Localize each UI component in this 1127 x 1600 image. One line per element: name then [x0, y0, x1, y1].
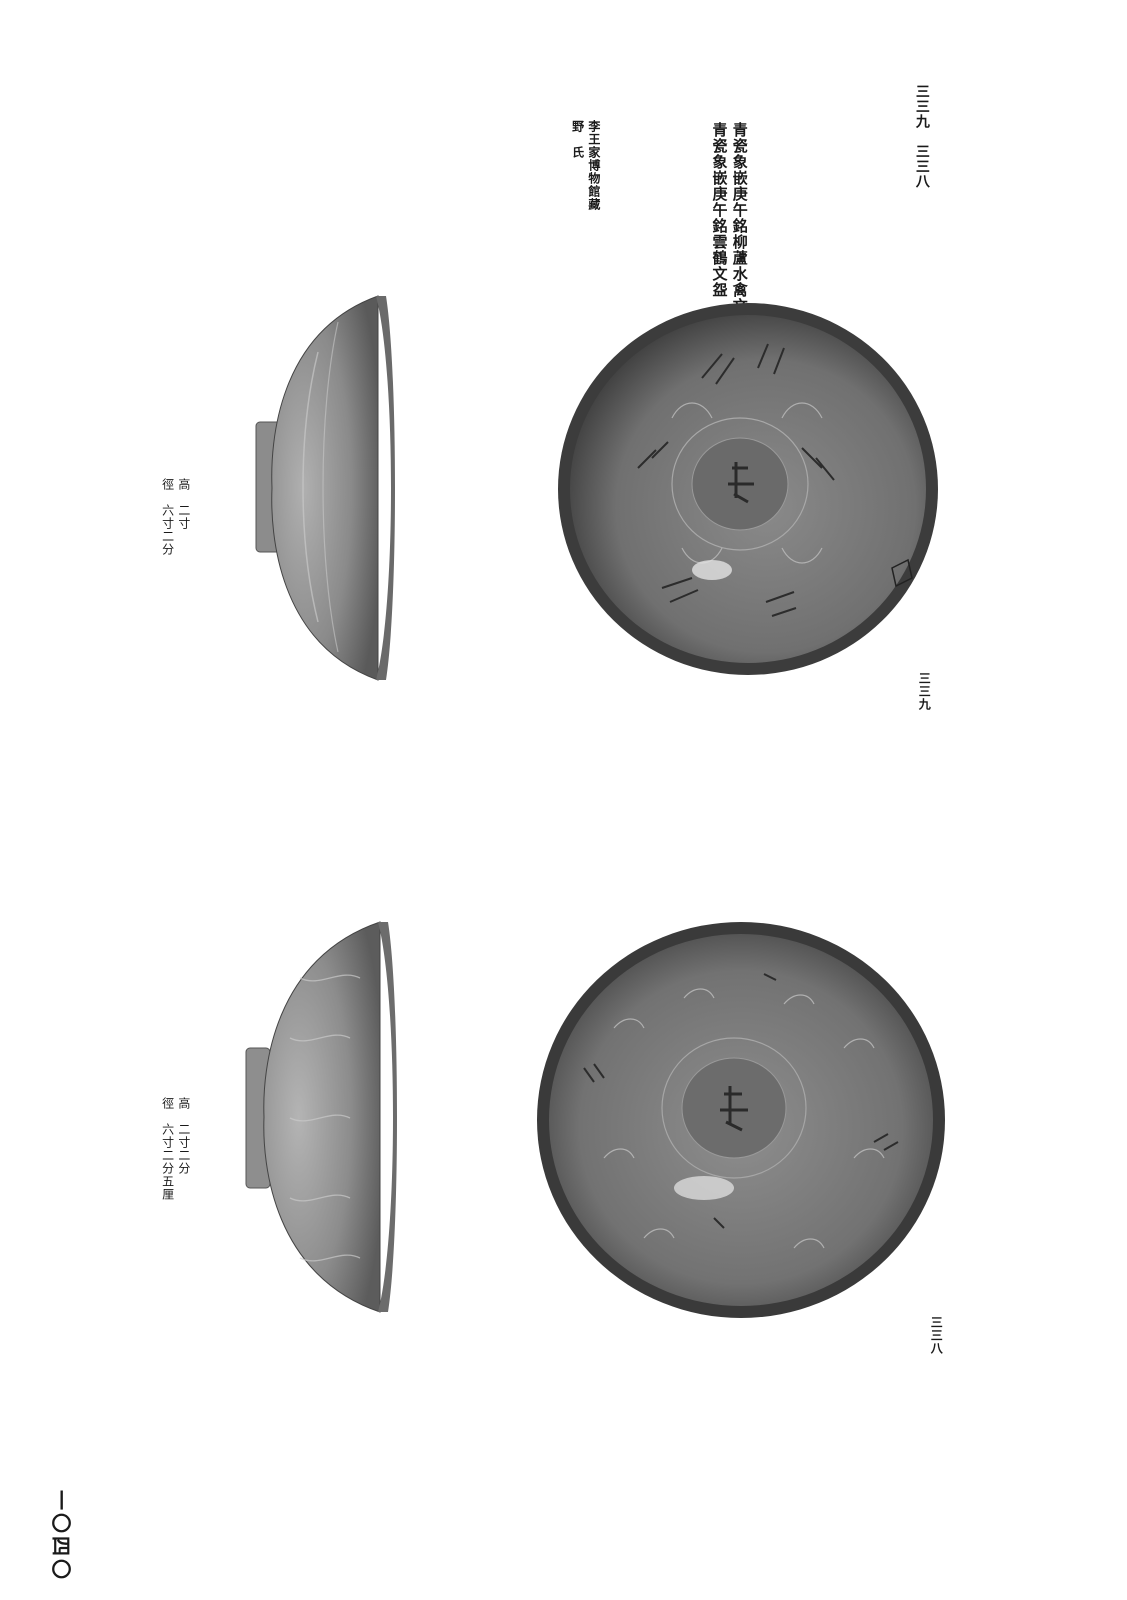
bowl-339-top-photo	[558, 303, 938, 675]
dimensions-339: 高 二寸 徑 六寸二分	[161, 448, 208, 556]
page-number: 一〇四〇	[49, 1490, 73, 1582]
bowl-339-side-photo	[255, 295, 395, 681]
title-339: 青瓷象嵌庚午銘柳蘆水禽文盌	[730, 122, 749, 330]
bowl-338-side-photo	[245, 921, 397, 1313]
dimension-diameter-338: 徑 六寸二分五厘	[160, 1097, 175, 1201]
plate-numbers-caption: 三三九 三三八	[913, 84, 930, 189]
plate-label-338: 三三八	[929, 1316, 944, 1355]
plate-label-339: 三三九	[917, 672, 932, 711]
owner-line-2: 野 氏	[570, 120, 585, 159]
owner-line-1: 李王家博物館藏	[586, 120, 601, 211]
plate-titles-caption: 青瓷象嵌庚午銘柳蘆水禽文盌 青瓷象嵌庚午銘雲鶴文盌	[708, 84, 770, 330]
dimension-height-339: 高 二寸	[176, 478, 191, 530]
bowl-338-top-photo	[537, 922, 945, 1318]
title-338: 青瓷象嵌庚午銘雲鶴文盌	[710, 122, 729, 298]
dimension-height-338: 高 二寸二分	[176, 1097, 191, 1175]
dimension-diameter-339: 徑 六寸二分	[160, 478, 175, 556]
dimensions-338: 高 二寸二分 徑 六寸二分五厘	[161, 1067, 208, 1201]
owner-caption: 李王家博物館藏 野 氏	[570, 90, 618, 211]
